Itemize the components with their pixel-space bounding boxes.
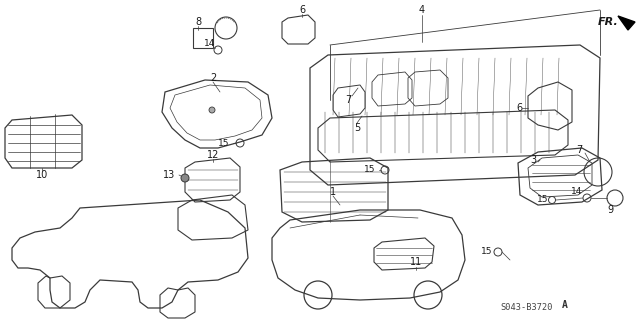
- Text: 7: 7: [345, 95, 351, 105]
- Text: 12: 12: [207, 150, 219, 160]
- Text: 5: 5: [354, 123, 360, 133]
- Text: 3: 3: [530, 155, 536, 165]
- Text: 1: 1: [330, 187, 336, 197]
- Text: FR.: FR.: [598, 17, 619, 27]
- Text: 15: 15: [481, 248, 492, 256]
- Text: 6: 6: [516, 103, 522, 113]
- Text: 15: 15: [218, 138, 229, 147]
- Text: 7: 7: [576, 145, 582, 155]
- Text: 10: 10: [36, 170, 48, 180]
- Text: S043-B3720: S043-B3720: [500, 302, 552, 311]
- Text: 14: 14: [204, 40, 215, 48]
- Text: 14: 14: [571, 188, 582, 197]
- Text: 13: 13: [163, 170, 175, 180]
- Text: A: A: [562, 300, 568, 310]
- Text: 6: 6: [299, 5, 305, 15]
- Circle shape: [209, 107, 215, 113]
- Polygon shape: [618, 16, 635, 30]
- Text: 4: 4: [419, 5, 425, 15]
- Text: 15: 15: [536, 196, 548, 204]
- Circle shape: [181, 174, 189, 182]
- Text: 11: 11: [410, 257, 422, 267]
- Text: 8: 8: [195, 17, 201, 27]
- Text: 9: 9: [607, 205, 613, 215]
- Text: 2: 2: [210, 73, 216, 83]
- Text: 15: 15: [364, 166, 375, 174]
